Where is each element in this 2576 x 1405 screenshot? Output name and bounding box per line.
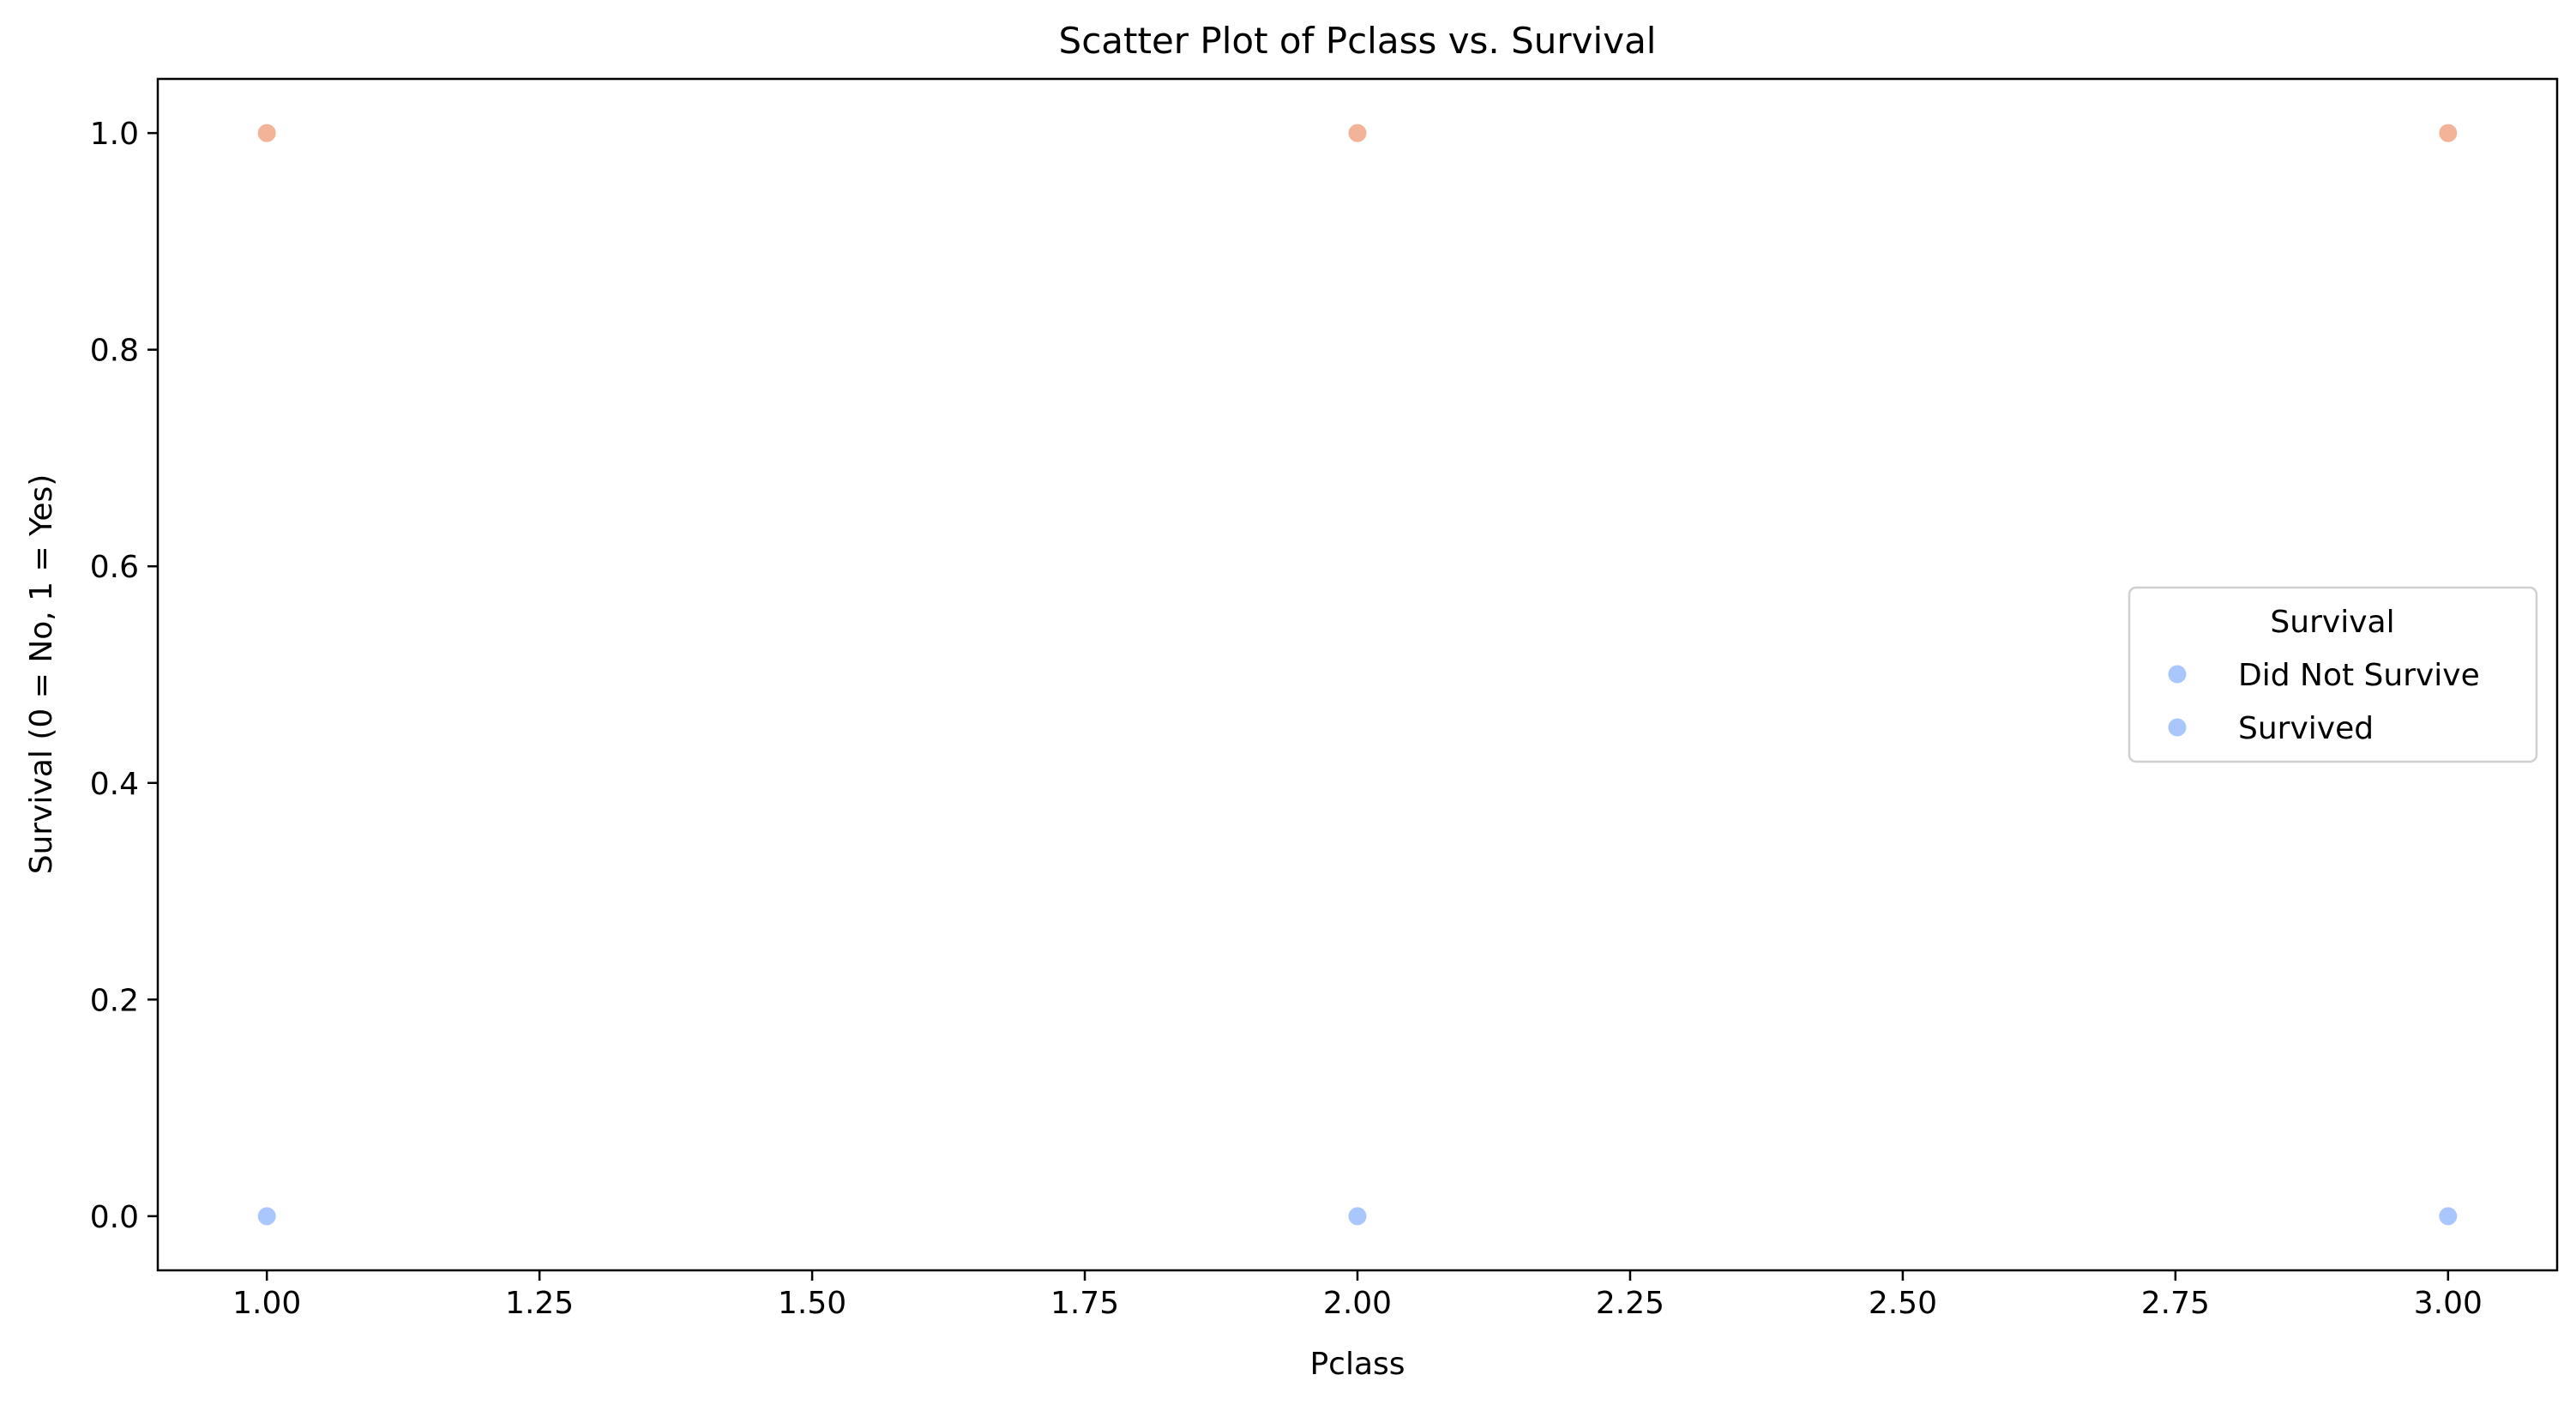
y-tick-label: 0.4 [90,767,139,802]
chart-title: Scatter Plot of Pclass vs. Survival [1059,20,1657,62]
data-point [1348,1207,1367,1226]
legend-label: Survived [2238,711,2374,746]
x-tick-label: 2.00 [1323,1286,1392,1321]
legend-box [2128,586,2538,763]
legend-marker [2168,718,2187,737]
legend: Survival Did Not Survive Survived [2128,586,2538,763]
data-point [2439,124,2458,142]
y-tick-label: 0.2 [90,983,139,1018]
y-axis-label: Survival (0 = No, 1 = Yes) [24,474,59,875]
x-tick-label: 1.75 [1050,1286,1119,1321]
x-axis-label: Pclass [1309,1347,1405,1382]
x-tick-label: 1.50 [778,1286,846,1321]
x-tick-label: 2.50 [1869,1286,1937,1321]
x-tick-label: 2.75 [2141,1286,2210,1321]
data-point [1348,124,1367,142]
x-tick-label: 1.25 [505,1286,574,1321]
x-axis-ticks: 1.00 1.25 1.50 1.75 2.00 2.25 2.50 2.75 3.00 [232,1270,2483,1321]
legend-marker [2168,665,2187,684]
data-point [257,1207,276,1226]
y-tick-label: 0.8 [90,334,139,369]
legend-entries: Did Not Survive Survived [2168,658,2480,746]
y-tick-label: 0.6 [90,550,139,585]
y-axis-ticks: 0.0 0.2 0.4 0.6 0.8 1.0 [90,117,158,1235]
y-tick-label: 0.0 [90,1200,139,1235]
x-tick-label: 2.25 [1596,1286,1664,1321]
y-tick-label: 1.0 [90,117,139,152]
x-tick-label: 3.00 [2414,1286,2483,1321]
x-tick-label: 1.00 [232,1286,301,1321]
data-point [2439,1207,2458,1226]
marks-layer [257,124,2458,1226]
legend-title: Survival [2270,605,2394,640]
data-point [257,124,276,142]
legend-label: Did Not Survive [2238,658,2480,693]
